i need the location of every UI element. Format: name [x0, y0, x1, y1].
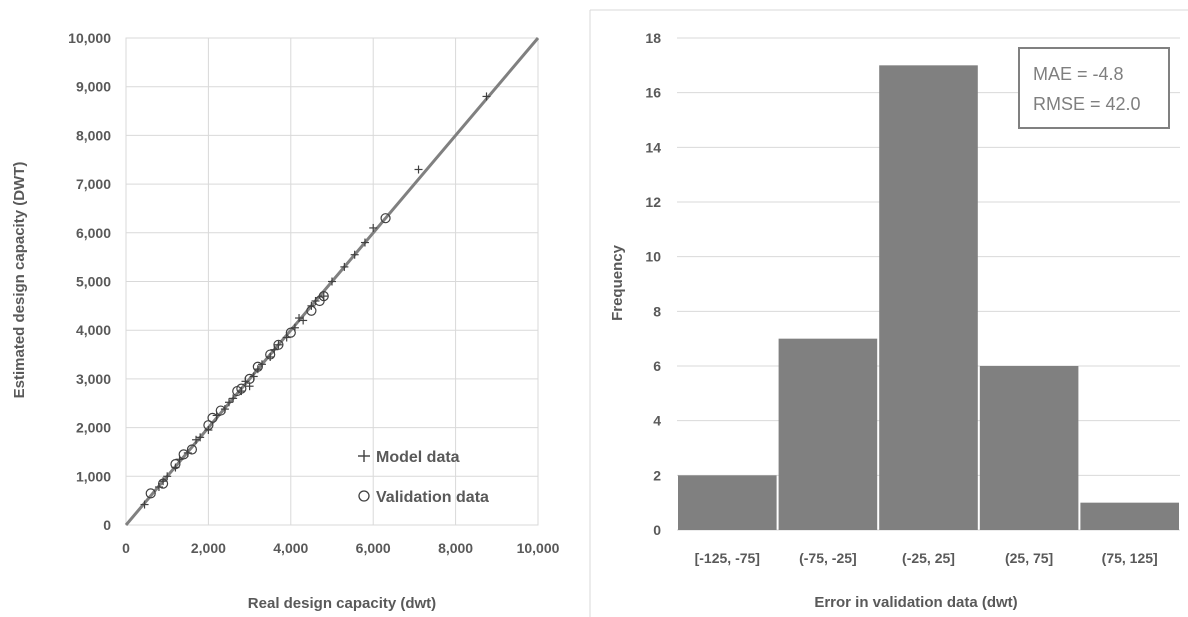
x-tick-25-25: (-25, 25]	[902, 550, 955, 566]
scatter-y-tick-labels: 0 1,000 2,000 3,000 4,000 5,000 6,000 7,000 8,00…	[68, 30, 111, 533]
y-tick-8: 8	[653, 303, 661, 319]
y-tick-5-000: 5,000	[76, 274, 111, 290]
point-model-data-32	[350, 250, 359, 259]
y-tick-8-000: 8,000	[76, 127, 111, 143]
point-model-data-34	[369, 223, 378, 232]
legend-label-model-data: Model data	[376, 449, 460, 466]
bar-75-125	[1080, 502, 1179, 530]
point-model-data-35	[414, 165, 423, 174]
y-tick-0: 0	[103, 517, 111, 533]
point-model-data-26	[299, 316, 308, 325]
x-tick-6-000: 6,000	[356, 540, 391, 556]
legend-label-validation-data: Validation data	[376, 489, 489, 506]
y-tick-10-000: 10,000	[68, 30, 111, 46]
point-model-data-22	[274, 340, 283, 349]
scatter-gridlines	[125, 37, 539, 526]
x-tick-10-000: 10,000	[517, 540, 560, 556]
point-validation-data-0	[145, 488, 156, 499]
y-tick-12: 12	[645, 194, 661, 210]
y-tick-3-000: 3,000	[76, 371, 111, 387]
histogram-x-axis-title: Error in validation data (dwt)	[814, 594, 1017, 611]
point-model-data-30	[328, 277, 336, 286]
point-validation-data-11	[252, 361, 263, 372]
y-tick-6: 6	[653, 358, 661, 374]
y-tick-18: 18	[645, 30, 661, 46]
point-model-data-25	[295, 314, 304, 323]
point-model-data-13	[229, 394, 238, 403]
point-model-data-2	[159, 477, 168, 486]
x-tick-2-000: 2,000	[191, 540, 226, 556]
point-model-data-20	[266, 352, 275, 361]
point-model-data-3	[163, 472, 172, 481]
bar-25-75	[979, 366, 1079, 530]
point-validation-data-6	[207, 412, 218, 423]
scatter-legend: Model data Validation data	[358, 449, 489, 506]
legend-marker-model-data	[358, 450, 370, 462]
y-tick-14: 14	[645, 139, 661, 155]
point-validation-data-3	[178, 449, 189, 460]
x-tick-25-75: (25, 75]	[1005, 550, 1053, 566]
histogram-y-axis-title: Frequency	[609, 244, 626, 321]
point-model-data-12	[225, 398, 233, 407]
point-model-data-31	[340, 262, 349, 271]
y-tick-1-000: 1,000	[76, 468, 111, 484]
scatter-x-tick-labels: 0 2,000 4,000 6,000 8,000 10,000	[122, 540, 560, 556]
scatter-chart: 0 2,000 4,000 6,000 8,000 10,000 0 1,000 2,000 3…	[11, 30, 560, 612]
stat-rmse: RMSE = 42.0	[1033, 94, 1141, 114]
plot-area-border	[125, 37, 539, 526]
y-tick-2: 2	[653, 467, 661, 483]
y-tick-0: 0	[653, 522, 661, 538]
x-tick-8-000: 8,000	[438, 540, 473, 556]
y-tick-4-000: 4,000	[76, 322, 111, 338]
x-tick-75-125: (75, 125]	[1102, 550, 1158, 566]
y-tick-7-000: 7,000	[76, 176, 111, 192]
point-validation-data-4	[186, 444, 198, 455]
bar-125-75	[678, 475, 777, 530]
point-validation-data-10	[244, 373, 255, 384]
point-model-data-7	[192, 435, 201, 444]
y-tick-4: 4	[653, 413, 661, 429]
y-tick-6-000: 6,000	[76, 225, 111, 241]
scatter-x-axis-title: Real design capacity (dwt)	[248, 595, 436, 612]
x-tick-125-75: [-125, -75]	[695, 550, 760, 566]
point-validation-data-2	[170, 459, 181, 470]
histogram-y-tick-labels: 0 2 4 6 8 10 12 14 16 18	[645, 30, 661, 538]
scatter-points	[140, 92, 491, 509]
y-tick-2-000: 2,000	[76, 420, 111, 436]
x-tick-75-25: (-75, -25]	[799, 550, 857, 566]
point-validation-data-13	[273, 339, 284, 350]
point-model-data-8	[196, 433, 205, 442]
point-validation-data-1	[157, 478, 169, 489]
series-validation-data	[145, 213, 391, 499]
scatter-y-axis-title: Estimated design capacity (DWT)	[11, 162, 28, 399]
x-tick-0: 0	[122, 540, 130, 556]
stat-mae: MAE = -4.8	[1033, 64, 1124, 84]
bar-75-25	[778, 338, 878, 530]
point-validation-data-9	[236, 383, 247, 394]
point-validation-data-7	[215, 405, 226, 416]
point-validation-data-15	[306, 305, 317, 316]
y-tick-16: 16	[645, 85, 661, 101]
point-model-data-36	[482, 92, 491, 101]
point-validation-data-17	[318, 291, 329, 302]
point-model-data-0	[140, 500, 149, 509]
point-model-data-18	[253, 365, 262, 374]
y-tick-10: 10	[645, 249, 661, 265]
y-tick-9-000: 9,000	[76, 79, 111, 95]
bar-25-25	[879, 65, 978, 530]
histogram-bars	[678, 65, 1179, 530]
point-validation-data-12	[265, 349, 276, 360]
stats-box: MAE = -4.8 RMSE = 42.0	[1018, 47, 1170, 129]
point-model-data-33	[360, 238, 369, 247]
legend-marker-validation-data	[358, 490, 370, 502]
point-validation-data-18	[380, 213, 391, 224]
histogram-chart: 0 2 4 6 8 10 12 14 16 18 [-125, -75] (-75, -25] (-2…	[609, 30, 1180, 611]
histogram-x-tick-labels: [-125, -75] (-75, -25] (-25, 25] (25, 75] (7…	[695, 550, 1158, 566]
x-tick-4-000: 4,000	[273, 540, 308, 556]
point-validation-data-14	[285, 327, 296, 338]
